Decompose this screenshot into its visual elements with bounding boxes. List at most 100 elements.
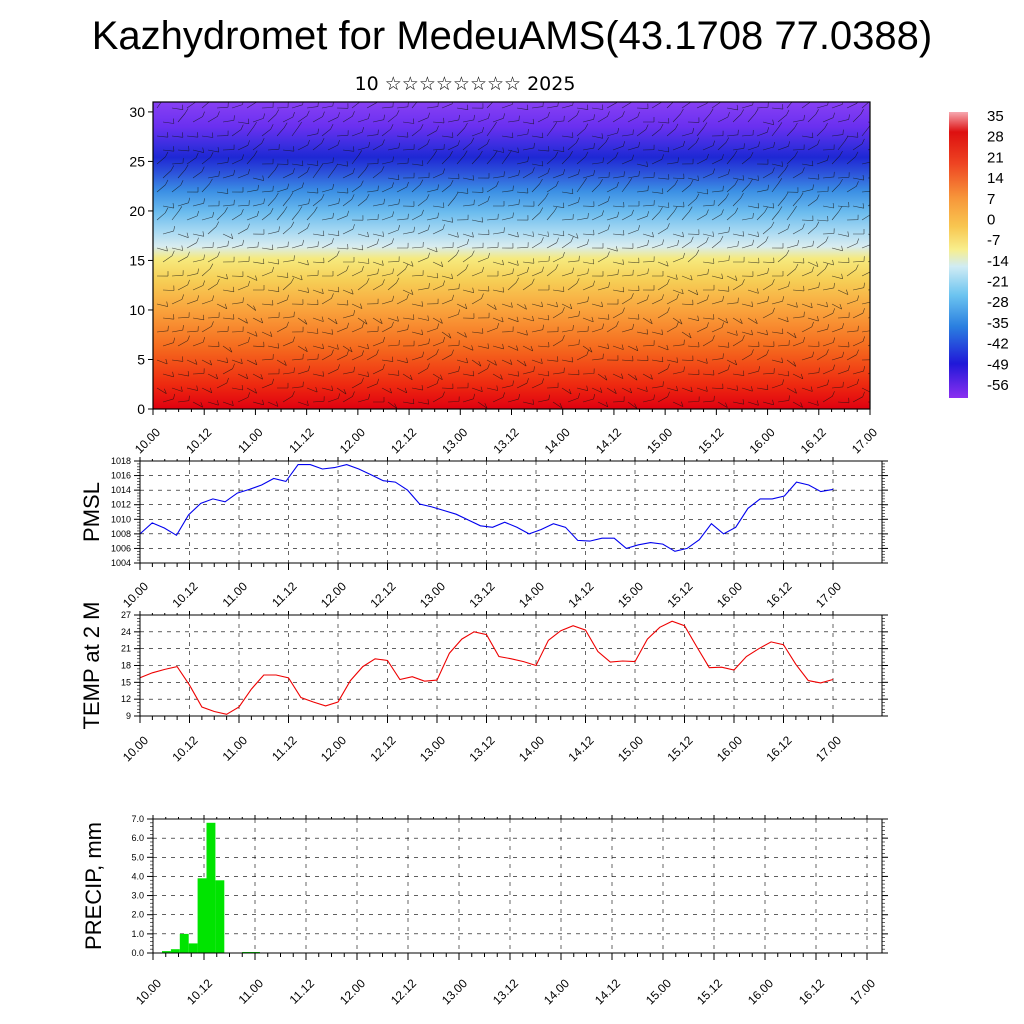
colorbar-label: -7: [987, 232, 1000, 249]
x-tick-label: 14.12: [565, 579, 596, 610]
x-tick-label: 10.12: [183, 425, 214, 456]
x-tick-label: 10.12: [184, 976, 215, 1007]
y-tick-label: 24: [121, 627, 131, 637]
colorbar-gradient: [949, 112, 968, 398]
x-tick-label: 16.00: [747, 425, 778, 456]
x-tick-label: 13.12: [466, 579, 497, 610]
x-tick-label: 10.00: [133, 976, 164, 1007]
x-tick-label: 15.00: [615, 733, 646, 764]
colorbar-label: -28: [987, 294, 1009, 311]
x-tick-label: 12.00: [337, 425, 368, 456]
x-tick-label: 15.00: [615, 579, 646, 610]
x-tick-label: 14.00: [516, 733, 547, 764]
x-tick-label: 13.00: [439, 425, 470, 456]
y-tick-label: 1018: [111, 456, 131, 466]
x-tick-label: 15.12: [664, 579, 695, 610]
colorbar-label: 14: [987, 170, 1004, 187]
y-tick-label: 25: [129, 153, 145, 169]
x-tick-label: 10.00: [132, 425, 163, 456]
colorbar-label: -42: [987, 336, 1009, 353]
x-tick-label: 12.00: [318, 579, 349, 610]
panel-frame: [139, 460, 883, 564]
y-tick-label: 0: [137, 401, 145, 417]
wind-barbs: [156, 102, 870, 409]
x-tick-label: 11.12: [269, 733, 300, 764]
chart-title: Kazhydromet for MedeuAMS(43.1708 77.0388…: [91, 14, 933, 58]
y-tick-label: 1006: [111, 543, 131, 553]
colorbar-label: -56: [987, 377, 1009, 394]
y-tick-label: 6.0: [131, 833, 144, 843]
colorbar: 35 28 21 14 7 0 -7 -14 -21 -28 -35 -42 -49 -56: [949, 108, 1009, 398]
x-tick-label: 15.00: [643, 976, 674, 1007]
colorbar-label: -35: [987, 315, 1009, 332]
y-tick-label: 9: [126, 711, 131, 721]
precip-bar: [197, 878, 207, 953]
colorbar-label: -14: [987, 253, 1009, 270]
x-tick-label: 13.12: [490, 976, 521, 1007]
precip-bar: [170, 949, 180, 953]
x-tick-label: 14.12: [565, 733, 596, 764]
y-tick-label: 4.0: [131, 871, 144, 881]
y-tick-label: 7.0: [131, 814, 144, 824]
x-tick-label: 17.00: [813, 579, 844, 610]
colorbar-label: -21: [987, 274, 1009, 291]
x-tick-label: 12.00: [337, 976, 368, 1007]
pmsl-panel: 1004 1006 1008 1010 1012 1014 1016 1018 10.00 10.…: [79, 456, 888, 610]
x-tick-label: 11.12: [287, 976, 318, 1007]
x-tick-label: 11.00: [235, 425, 266, 456]
precip-bar: [162, 951, 171, 953]
y-tick-label: 27: [121, 610, 131, 620]
x-tick-label: 13.00: [417, 579, 448, 610]
x-tick-label: 12.12: [367, 579, 398, 610]
x-tick-label: 10.00: [120, 579, 151, 610]
colorbar-label: 21: [987, 149, 1004, 166]
y-tick-label: 18: [121, 661, 131, 671]
x-tick-label: 16.00: [714, 733, 745, 764]
x-tick-label: 14.00: [542, 425, 573, 456]
y-axis-title: PMSL: [79, 482, 104, 542]
colorbar-label: 0: [987, 211, 995, 228]
x-tick-label: 15.00: [644, 425, 675, 456]
y-tick-label: 1004: [111, 558, 131, 568]
y-tick-label: 1010: [111, 514, 131, 524]
x-tick-label: 12.12: [367, 733, 398, 764]
x-tick-label: 16.12: [798, 425, 829, 456]
y-tick-label: 12: [121, 694, 131, 704]
x-tick-label: 10.12: [169, 733, 200, 764]
y-tick-label: 1016: [111, 471, 131, 481]
x-tick-label: 15.12: [695, 425, 726, 456]
x-tick-label: 17.00: [849, 425, 880, 456]
colorbar-labels: 35 28 21 14 7 0 -7 -14 -21 -28 -35 -42 -49 -56: [987, 108, 1009, 394]
heatmap-field: [153, 102, 870, 409]
chart-subtitle: 10 ☆☆☆☆☆☆☆☆ 2025: [354, 73, 576, 95]
x-tick-label: 11.00: [236, 976, 267, 1007]
x-tick-label: 14.00: [516, 579, 547, 610]
heatmap-x-axis: 10.00 10.12 11.00 11.12 12.00 12.12 13.00 13.12…: [132, 409, 880, 456]
x-tick-label: 11.00: [220, 579, 251, 610]
x-tick-label: 13.12: [490, 425, 521, 456]
pmsl-series-line: [139, 464, 834, 552]
temp-series-line: [139, 620, 834, 715]
x-tick-label: 10.00: [120, 733, 151, 764]
y-tick-label: 1014: [111, 485, 131, 495]
x-tick-label: 13.00: [439, 976, 470, 1007]
colorbar-label: -49: [987, 356, 1009, 373]
precip-bar: [179, 933, 189, 953]
x-tick-label: 14.00: [541, 976, 572, 1007]
x-tick-label: 14.12: [592, 976, 623, 1007]
y-axis-title: PRECIP, mm: [81, 822, 106, 950]
x-tick-label: 12.12: [388, 976, 419, 1007]
y-tick-label: 2.0: [131, 910, 144, 920]
heatmap-y-axis: 0 5 10 15 20 25 30: [129, 104, 153, 417]
temp-panel: 9 12 15 18 21 24 27 10.00 10.12 11.00 11.12 12.00 12…: [79, 602, 888, 764]
y-tick-label: 20: [129, 203, 145, 219]
precip-bar: [188, 943, 198, 953]
panel-frame: [152, 818, 883, 954]
y-tick-label: 10: [129, 302, 145, 318]
precip-bar: [215, 880, 225, 953]
x-tick-label: 11.00: [220, 733, 251, 764]
x-tick-label: 13.00: [417, 733, 448, 764]
x-tick-label: 12.12: [388, 425, 419, 456]
y-tick-label: 1012: [111, 500, 131, 510]
wind-barb-lines: [156, 102, 870, 409]
